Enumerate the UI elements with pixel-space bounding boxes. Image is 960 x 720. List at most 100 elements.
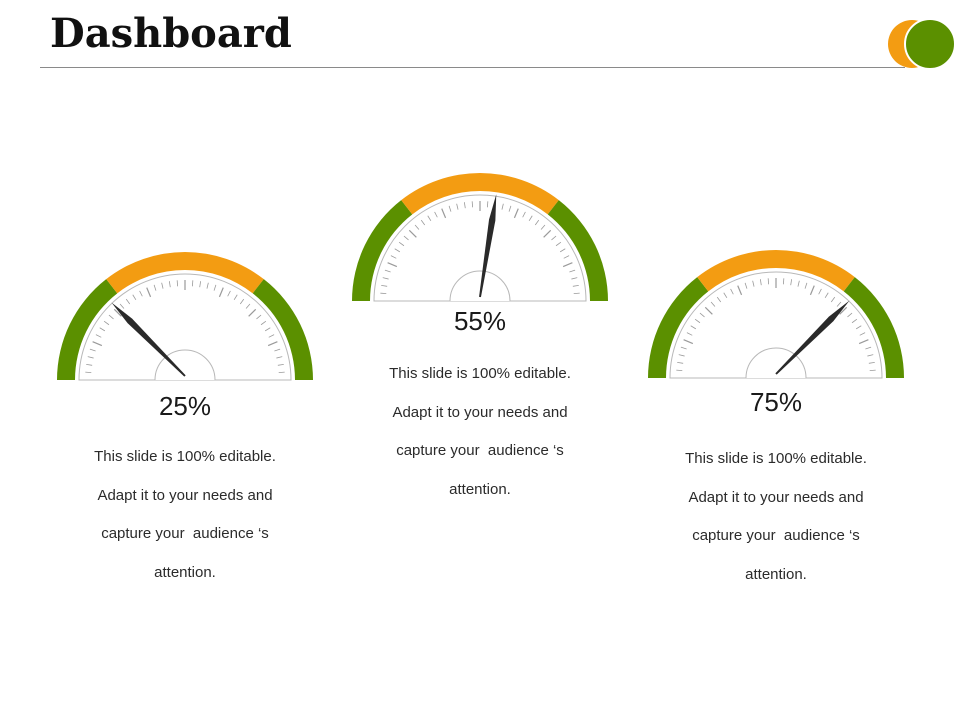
gauge-tick — [245, 303, 251, 309]
gauge-band-left — [648, 277, 709, 378]
gauge-2-dial — [352, 173, 608, 302]
gauge-tick — [398, 241, 405, 247]
gauge-band-left — [57, 279, 118, 380]
gauge-tick — [233, 294, 238, 301]
gauge-tick — [168, 281, 171, 288]
gauge-band-right — [252, 279, 313, 380]
gauge-tick — [213, 284, 217, 291]
gauge-tick — [680, 346, 687, 350]
gauge-3-value: 75% — [749, 387, 803, 417]
gauge-tick — [139, 290, 143, 297]
gauge-tick — [132, 294, 137, 301]
title-divider — [40, 67, 905, 68]
gauge-tick — [809, 285, 815, 296]
description-line: Adapt it to your needs and — [97, 486, 273, 504]
gauge-tick — [434, 211, 438, 218]
gauge-face — [78, 273, 292, 381]
gauge-tick — [103, 320, 110, 326]
gauge-tick — [161, 282, 164, 289]
gauge-tick — [562, 262, 573, 268]
gauge-face — [669, 271, 883, 379]
gauge-tick — [394, 248, 401, 253]
gauge-tick — [408, 229, 417, 238]
gauge-band-middle — [697, 250, 855, 292]
gauge-tick — [858, 339, 869, 345]
gauge-tick — [441, 208, 447, 219]
gauge-tick — [260, 320, 267, 326]
gauge-1-dial — [57, 252, 313, 381]
gauge-tick — [559, 248, 566, 253]
gauge-tick — [227, 290, 231, 297]
gauge-tick — [387, 262, 398, 268]
description-line: capture your audience ‘s — [396, 442, 564, 459]
gauge-band-right — [843, 277, 904, 378]
description-line: Adapt it to your needs and — [688, 488, 864, 506]
gauge-tick — [818, 288, 822, 295]
description-line: Adapt it to your needs and — [392, 403, 568, 421]
gauge-tick — [678, 354, 685, 357]
gauge-band-middle — [106, 252, 264, 294]
gauge-tick — [206, 282, 209, 289]
gauge-tick — [699, 312, 705, 318]
gauge-needle — [111, 302, 186, 377]
gauge-tick — [737, 285, 743, 296]
gauge-tick — [522, 211, 526, 218]
gauge-tick — [563, 255, 570, 259]
gauge-tick — [694, 318, 701, 324]
gauge-tick — [414, 224, 420, 230]
gauge-tick — [868, 361, 875, 364]
description-line: attention. — [745, 565, 807, 583]
gauge-1-description: This slide is 100% editable. Adapt it to… — [55, 438, 315, 592]
gauge-tick — [456, 203, 459, 210]
gauge-tick — [87, 356, 94, 359]
gauge-tick — [543, 229, 552, 238]
description-line: attention. — [449, 480, 511, 498]
gauge-tick — [847, 312, 853, 318]
gauge-tick — [463, 202, 466, 209]
gauge-tick — [264, 327, 271, 332]
gauge-3-description: This slide is 100% editable. Adapt it to… — [646, 440, 906, 594]
gauge-tick — [830, 296, 836, 303]
gauge-tick — [99, 327, 106, 332]
gauge-tick — [199, 281, 202, 288]
gauge-band-middle — [401, 173, 559, 215]
gauge-tick — [420, 219, 426, 226]
gauge-tick — [239, 298, 245, 305]
gauge-tick — [119, 303, 125, 309]
gauge-tick — [759, 279, 762, 286]
gauge-tick — [710, 301, 716, 307]
gauge-tick — [555, 241, 562, 247]
gauge-tick — [248, 308, 257, 317]
gauge-tick — [277, 363, 284, 366]
gauge-tick — [125, 298, 131, 305]
gauge-tick — [859, 332, 866, 336]
gauge-tick — [865, 346, 872, 350]
gauge-tick — [390, 255, 397, 259]
gauge-tick — [571, 277, 578, 280]
gauge-needle — [775, 300, 850, 375]
gauge-tick — [851, 318, 858, 324]
gauge-tick — [683, 339, 694, 345]
gauge-tick — [381, 284, 388, 287]
gauge-tick — [403, 235, 409, 241]
gauge-tick — [730, 288, 734, 295]
gauge-hub — [449, 270, 511, 302]
gauge-tick — [113, 308, 122, 317]
gauge-tick — [790, 279, 793, 286]
gauge-tick — [267, 341, 278, 347]
gauge-tick — [752, 280, 755, 287]
gauge-tick — [108, 314, 114, 320]
gauge-needle — [479, 194, 497, 298]
gauge-band-right — [547, 200, 608, 301]
gauge-tick — [797, 280, 800, 287]
gauge-tick — [276, 356, 283, 359]
gauge-tick — [704, 306, 713, 315]
gauge-tick — [867, 354, 874, 357]
gauge-tick — [274, 348, 281, 352]
gauge-tick — [686, 332, 693, 336]
gauge-tick — [153, 284, 157, 291]
gauge-hub — [745, 347, 807, 379]
gauge-tick — [540, 224, 546, 230]
gauge-tick — [146, 287, 152, 298]
gauge-tick — [501, 203, 504, 210]
